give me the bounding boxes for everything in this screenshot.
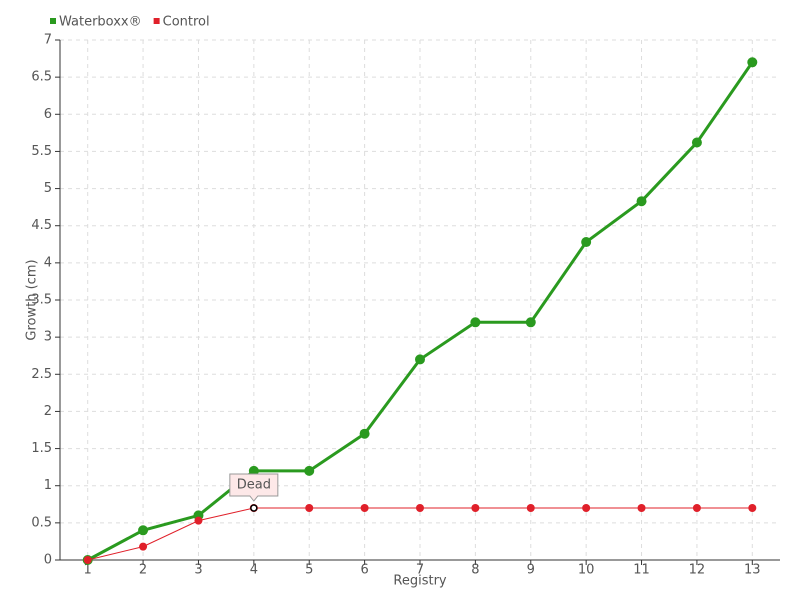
data-point [304,465,315,476]
y-tick-label: 2 [44,404,52,419]
y-tick-label: 7 [44,33,52,48]
x-tick-label: 5 [305,563,313,578]
data-point [470,317,481,328]
data-point [691,137,702,148]
data-point [416,504,424,512]
x-tick-label: 1 [84,563,92,578]
annotation-marker [250,504,258,512]
x-tick-label: 4 [250,563,258,578]
data-point [582,504,591,512]
y-tick-label: 0 [44,553,52,568]
y-tick-label: 4 [44,255,52,270]
y-tick-label: 1.5 [31,441,52,456]
y-tick-label: 3 [44,330,52,345]
y-tick-label: 6.5 [31,70,52,85]
data-point [83,556,92,564]
x-tick-label: 10 [578,563,595,578]
x-tick-label: 13 [744,563,761,578]
x-tick-label: 6 [360,563,368,578]
data-point [305,504,314,512]
y-tick-label: 2.5 [31,367,52,382]
data-point [138,525,149,536]
data-point [248,465,259,476]
data-point [359,428,370,439]
annotation-label: Dead [237,478,271,493]
y-tick-label: 3.5 [31,293,52,308]
x-tick-label: 3 [194,563,202,578]
data-point [748,504,757,512]
data-point [692,504,701,512]
data-point [415,354,425,365]
legend-label: Control [163,15,210,30]
x-tick-label: 9 [527,563,535,578]
data-point [360,504,369,512]
x-tick-label: 7 [416,563,424,578]
data-point [471,504,480,512]
data-point [139,542,148,551]
y-tick-label: 4.5 [31,218,52,233]
y-tick-label: 6 [44,107,52,122]
x-tick-label: 8 [471,563,479,578]
data-point [526,504,535,512]
legend-swatch [153,18,160,24]
data-point [581,237,592,248]
y-tick-label: 5 [44,181,52,196]
data-point [194,516,203,525]
y-tick-label: 0.5 [31,515,52,530]
data-point [637,504,646,512]
legend-swatch [50,18,56,24]
x-tick-label: 12 [689,563,706,578]
y-axis-title: Growth (cm) [25,259,40,340]
x-tick-label: 11 [633,563,650,578]
data-point [747,57,758,68]
y-tick-label: 1 [44,478,52,493]
data-point [636,196,647,207]
legend-label: Waterboxx® [59,15,142,30]
x-axis-title: Registry [393,574,447,589]
annotation-box [229,473,279,502]
x-tick-label: 2 [139,563,147,578]
y-tick-label: 5.5 [31,144,52,159]
data-point [525,317,536,328]
